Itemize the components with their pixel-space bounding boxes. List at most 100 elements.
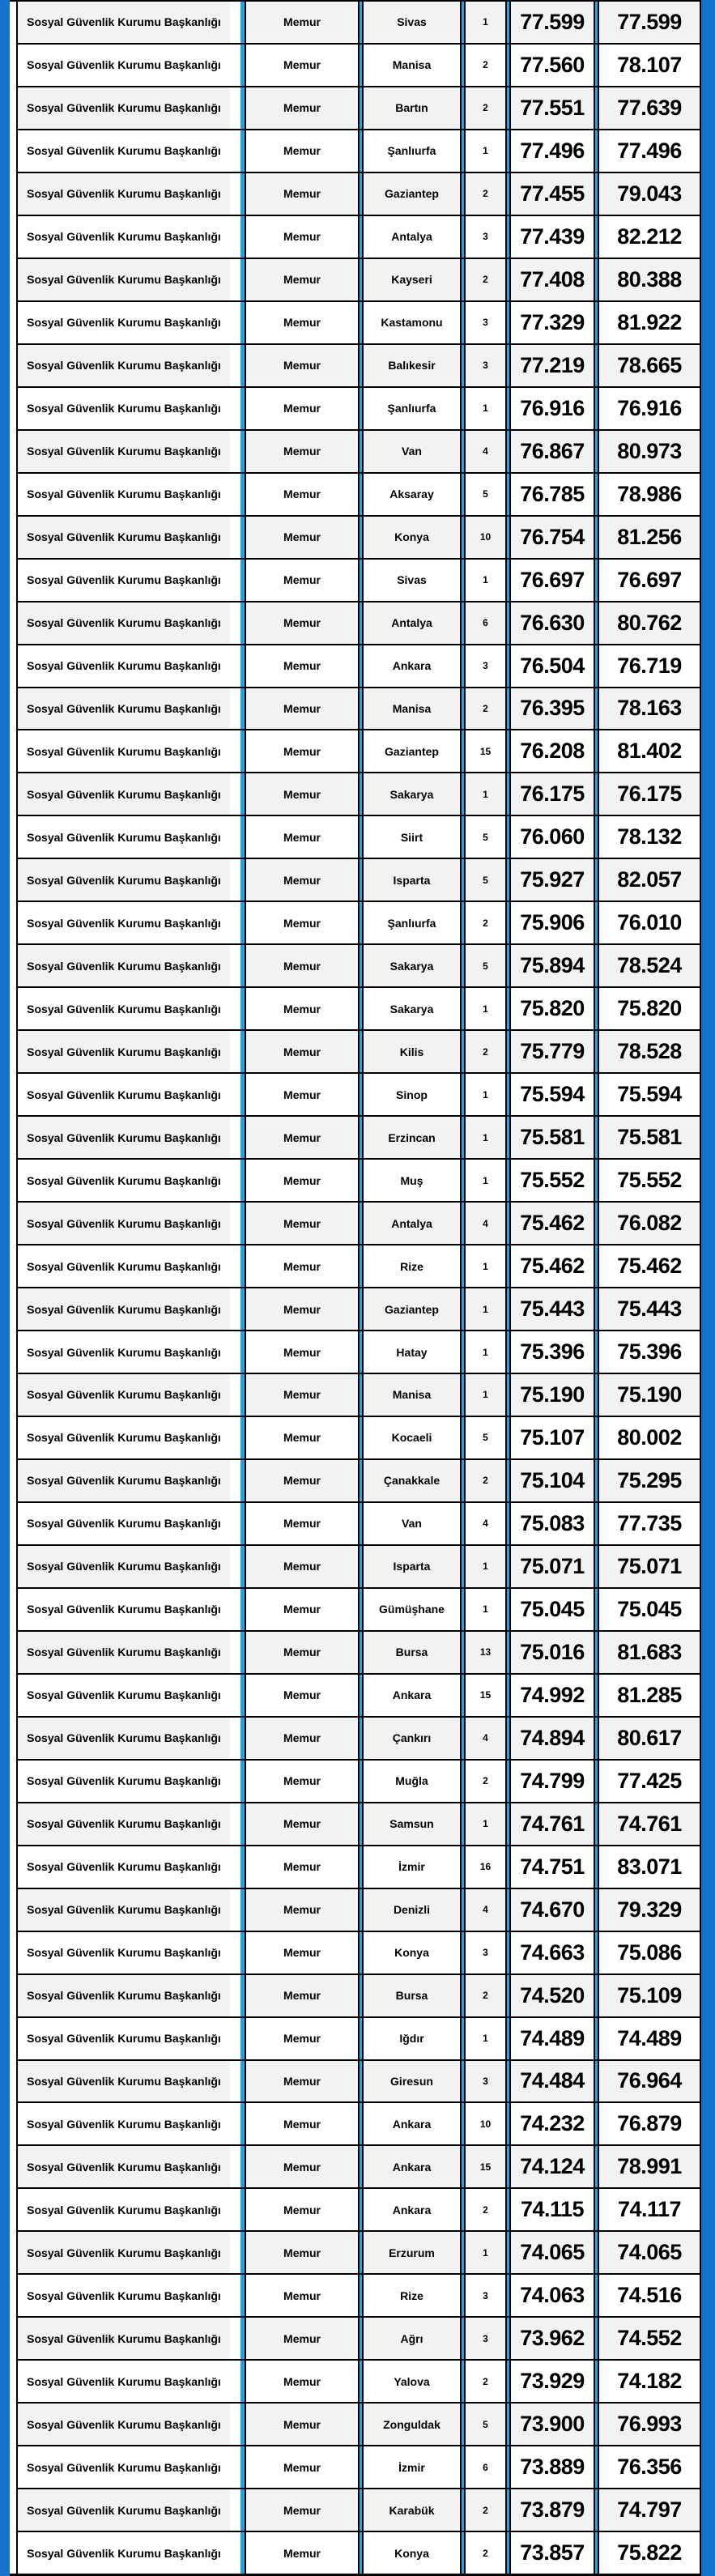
blue-column-divider [358,2275,364,2317]
blue-column-divider [358,602,364,644]
cell-position-title: Memur [283,1688,321,1702]
blue-column-divider [505,344,511,386]
table-row: Sosyal Güvenlik Kurumu Başkanlığı Memur … [18,2275,700,2318]
table-row: Sosyal Güvenlik Kurumu Başkanlığı Memur … [18,430,700,474]
cell-score-1: 77.219 [511,344,594,386]
cell-institution: Sosyal Güvenlik Kurumu Başkanlığı [27,1088,221,1101]
blue-column-divider [358,1160,364,1202]
table-row: Sosyal Güvenlik Kurumu Başkanlığı Memur … [18,344,700,388]
column-spacer [230,44,240,86]
blue-column-divider [594,945,599,987]
cell-institution: Sosyal Güvenlik Kurumu Başkanlığı [27,402,221,415]
cell-score-1: 75.016 [511,1631,594,1673]
blue-column-divider [594,1760,599,1802]
cell-count: 1 [466,1374,505,1416]
cell-score-2: 75.190 [599,1374,700,1416]
cell-score-1: 75.779 [511,1031,594,1073]
column-spacer [230,945,240,987]
cell-count: 1 [483,1260,488,1272]
cell-city: Zonguldak [364,2404,460,2446]
cell-position-title: Memur [283,1345,321,1359]
cell-score-1: 74.484 [511,2060,594,2102]
cell-count: 2 [483,917,488,929]
blue-column-divider [240,215,246,258]
cell-score-1: 74.063 [520,2283,585,2308]
blue-column-divider [505,1459,511,1501]
cell-city: Antalya [364,602,460,644]
blue-column-divider [505,2404,511,2446]
cell-city: Gaziantep [364,172,460,215]
cell-score-2: 75.462 [617,1254,682,1279]
cell-count: 15 [479,745,492,757]
cell-score-1: 74.751 [520,1854,585,1879]
cell-count: 16 [479,1861,492,1873]
blue-column-divider [240,1374,246,1416]
blue-column-divider [505,387,511,429]
cell-institution: Sosyal Güvenlik Kurumu Başkanlığı [18,430,230,472]
column-spacer [230,1203,240,1245]
cell-score-1: 73.857 [520,2540,585,2565]
table-row: Sosyal Güvenlik Kurumu Başkanlığı Memur … [18,215,700,259]
cell-position-title: Memur [246,1374,358,1416]
blue-column-divider [594,645,599,687]
blue-column-divider [594,1631,599,1673]
blue-column-divider [460,2318,466,2360]
cell-score-1: 76.754 [511,516,594,558]
cell-position-title: Memur [283,916,321,930]
blue-column-divider [240,1459,246,1501]
cell-count: 1 [466,773,505,815]
table-row: Sosyal Güvenlik Kurumu Başkanlığı Memur … [18,988,700,1032]
cell-score-1: 74.115 [520,2197,585,2222]
cell-position-title: Memur [246,602,358,644]
blue-column-divider [460,2361,466,2403]
blue-column-divider [358,301,364,343]
cell-score-2: 76.356 [617,2455,682,2480]
blue-column-divider [358,344,364,386]
blue-column-divider [460,2146,466,2188]
cell-score-1: 75.581 [511,1117,594,1159]
cell-score-1: 74.065 [511,2232,594,2274]
blue-column-divider [358,2146,364,2188]
cell-score-2: 76.082 [599,1203,700,1245]
cell-city: Sivas [397,573,427,587]
cell-count: 2 [483,2375,488,2387]
blue-column-divider [594,1074,599,1116]
blue-column-divider [505,1803,511,1845]
cell-score-2: 75.295 [599,1459,700,1501]
blue-column-divider [505,1502,511,1544]
blue-column-divider [594,258,599,300]
cell-institution: Sosyal Güvenlik Kurumu Başkanlığı [27,2117,221,2131]
cell-score-2: 75.594 [617,1082,682,1107]
cell-institution: Sosyal Güvenlik Kurumu Başkanlığı [27,1774,221,1788]
blue-column-divider [358,2532,364,2574]
blue-column-divider [358,1459,364,1501]
blue-column-divider [240,387,246,429]
column-spacer [230,816,240,858]
blue-column-divider [505,602,511,644]
cell-count: 1 [483,1088,488,1101]
blue-column-divider [594,1416,599,1458]
column-spacer [230,473,240,515]
blue-column-divider [460,1846,466,1888]
cell-count: 5 [466,2404,505,2446]
cell-count: 5 [483,1432,488,1444]
cell-count: 1 [466,1288,505,1331]
blue-column-divider [594,1545,599,1587]
cell-score-1: 76.630 [511,602,594,644]
table-row: Sosyal Güvenlik Kurumu Başkanlığı Memur … [18,130,700,173]
blue-column-divider [594,1203,599,1245]
cell-city: Sakarya [364,945,460,987]
blue-column-divider [358,645,364,687]
table-row: Sosyal Güvenlik Kurumu Başkanlığı Memur … [18,2060,700,2104]
column-spacer [230,2532,240,2574]
column-spacer [230,1674,240,1716]
blue-column-divider [594,1846,599,1888]
blue-column-divider [460,1888,466,1931]
table-row: Sosyal Güvenlik Kurumu Başkanlığı Memur … [18,516,700,560]
cell-institution: Sosyal Güvenlik Kurumu Başkanlığı [18,1803,230,1845]
cell-count: 1 [483,574,488,586]
cell-institution: Sosyal Güvenlik Kurumu Başkanlığı [27,1688,221,1702]
cell-city: Şanlıurfa [387,916,436,930]
cell-institution: Sosyal Güvenlik Kurumu Başkanlığı [18,1631,230,1673]
cell-institution: Sosyal Güvenlik Kurumu Başkanlığı [18,258,230,300]
